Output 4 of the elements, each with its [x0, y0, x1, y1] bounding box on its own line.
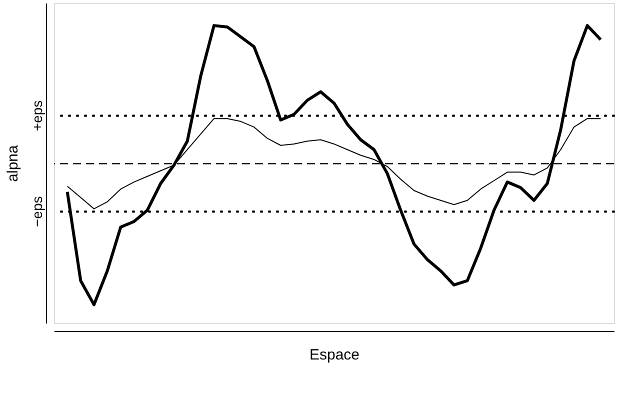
y-axis-title: alpna: [4, 144, 22, 182]
ref-line-label: +eps: [29, 100, 45, 132]
ref-line-label: −eps: [29, 196, 45, 228]
x-axis-title: Espace: [309, 346, 360, 364]
